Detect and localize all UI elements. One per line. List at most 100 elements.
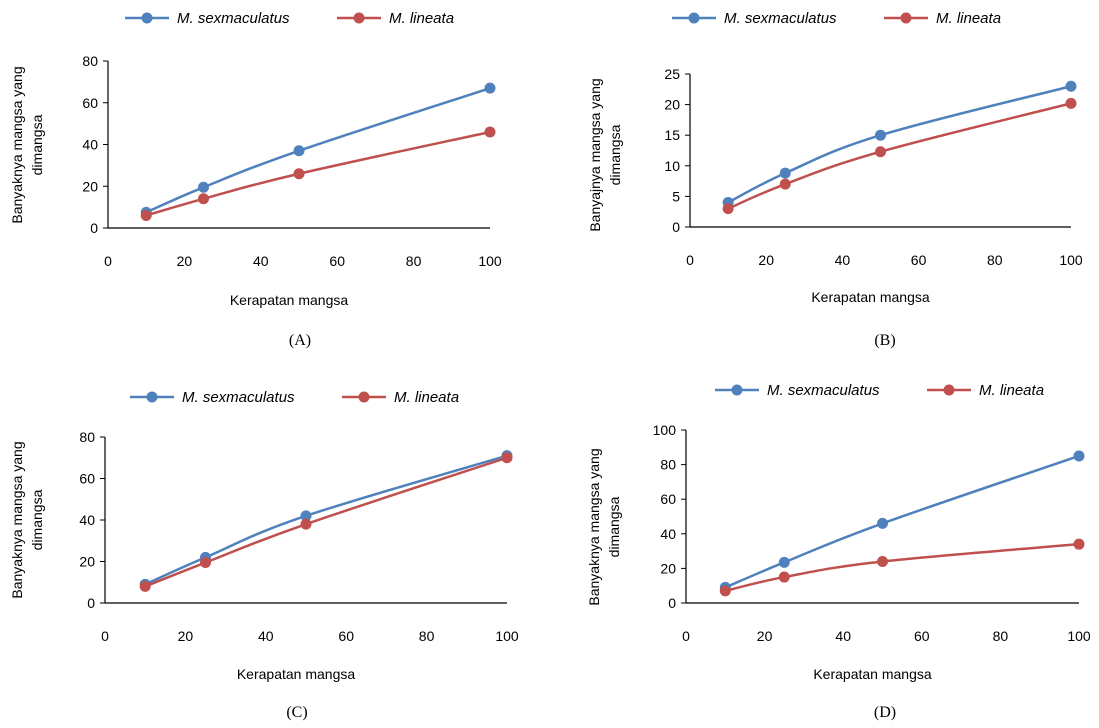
y-axis-title-line: dimangsa [29, 489, 45, 550]
panel-label: (D) [874, 704, 896, 721]
x-tick-label: 80 [993, 628, 1009, 644]
data-point-1 [484, 126, 496, 138]
x-tick-label: 40 [258, 628, 274, 644]
data-point-0 [875, 129, 886, 141]
data-point-0 [1073, 450, 1085, 462]
y-tick-label: 80 [79, 429, 95, 445]
y-tick-label: 60 [82, 95, 98, 111]
y-tick-label: 10 [664, 158, 680, 174]
series-line-1 [725, 542, 1080, 593]
y-tick-label: 100 [653, 422, 677, 438]
y-tick-label: 20 [82, 178, 98, 194]
y-tick-label: 25 [664, 66, 680, 82]
y-tick-label: 0 [668, 595, 676, 611]
x-tick-label: 0 [101, 628, 109, 644]
legend-swatch-marker [688, 12, 700, 24]
data-point-1 [875, 146, 886, 158]
y-tick-label: 60 [79, 471, 95, 487]
x-tick-label: 0 [682, 628, 690, 644]
legend-label: M. sexmaculatus [767, 382, 880, 399]
x-tick-label: 60 [329, 253, 345, 269]
x-tick-label: 40 [253, 253, 269, 269]
panel-label: (C) [286, 704, 307, 721]
data-point-1 [877, 555, 888, 567]
legend-item-1: M. lineata [884, 10, 1001, 27]
legend-label: M. sexmaculatus [177, 10, 290, 27]
legend-swatch-marker [353, 12, 365, 24]
y-axis-title-line: dimangsa [29, 114, 45, 175]
legend-swatch-marker [358, 391, 370, 403]
legend-label: M. lineata [979, 382, 1044, 399]
y-axis-title-line: dimangsa [606, 496, 622, 557]
y-axis-title: Banyaknya mangsa yang dimangsa [586, 448, 622, 605]
y-tick-label: 60 [660, 491, 676, 507]
series-line-1 [145, 130, 491, 217]
chart-panel-c: 0 20 40 60 80 0 20 40 60 80 100 Kerapatan mangsa Ban… [9, 389, 519, 721]
series-line-0 [724, 454, 1080, 589]
y-axis-title: Banyaknya mangsa yang dimangsa [9, 441, 45, 598]
legend-swatch-marker [146, 391, 158, 403]
x-axis-title: Kerapatan mangsa [811, 289, 930, 305]
y-tick-label: 40 [660, 526, 676, 542]
data-point-1 [719, 585, 731, 597]
x-tick-label: 20 [757, 628, 773, 644]
data-point-0 [779, 167, 791, 179]
legend-item-0: M. sexmaculatus [130, 389, 295, 406]
series-line-0 [145, 86, 491, 214]
legend-item-0: M. sexmaculatus [125, 10, 290, 27]
y-tick-label: 0 [90, 220, 98, 236]
y-axis-title-line: dimangsa [607, 124, 623, 185]
data-point-0 [484, 82, 496, 94]
x-tick-label: 40 [835, 252, 851, 268]
x-tick-label: 100 [478, 253, 502, 269]
x-tick-label: 80 [419, 628, 435, 644]
x-tick-label: 100 [495, 628, 519, 644]
chart-panel-b: 0 5 10 15 20 25 0 20 40 60 80 100 Kerapatan mangsa Ba… [587, 10, 1083, 349]
data-point-1 [778, 571, 790, 583]
x-tick-label: 80 [406, 253, 422, 269]
data-point-1 [140, 209, 152, 221]
x-axis-title: Kerapatan mangsa [237, 666, 356, 682]
legend-item-1: M. lineata [337, 10, 454, 27]
legend-swatch-marker [731, 384, 743, 396]
legend-item-1: M. lineata [927, 382, 1044, 399]
data-point-0 [877, 517, 888, 529]
legend-swatch-marker [943, 384, 955, 396]
data-point-1 [200, 557, 211, 569]
chart-panel-a: 0 20 40 60 80 0 20 40 60 80 100 Kerapatan mangsa Ban… [9, 10, 502, 349]
y-tick-label: 5 [672, 188, 680, 204]
legend-item-1: M. lineata [342, 389, 459, 406]
legend-label: M. sexmaculatus [724, 10, 837, 27]
x-tick-label: 100 [1067, 628, 1091, 644]
legend-swatch-marker [141, 12, 153, 24]
y-tick-label: 40 [82, 137, 98, 153]
x-tick-label: 40 [835, 628, 851, 644]
x-axis-title: Kerapatan mangsa [813, 666, 932, 682]
legend-label: M. sexmaculatus [182, 389, 295, 406]
data-point-1 [300, 518, 312, 530]
series-line-0 [727, 85, 1072, 204]
y-tick-label: 20 [79, 554, 95, 570]
x-tick-label: 20 [177, 253, 193, 269]
y-axis-title-line: Banyaknya mangsa yang [9, 441, 25, 598]
y-axis-title: Banyajnya mangsa yang dimangsa [587, 78, 623, 231]
data-point-0 [198, 181, 209, 193]
y-axis-title: Banyaknya mangsa yang dimangsa [9, 66, 45, 223]
x-tick-label: 20 [758, 252, 774, 268]
series-line-1 [727, 102, 1072, 210]
chart-panel-d: 0 20 40 60 80 100 0 20 40 60 80 100 Kerapatan mangsa… [586, 382, 1091, 721]
x-tick-label: 100 [1059, 252, 1083, 268]
x-tick-label: 60 [914, 628, 930, 644]
y-tick-label: 15 [664, 127, 680, 143]
legend-label: M. lineata [936, 10, 1001, 27]
data-point-1 [293, 168, 305, 180]
data-point-0 [300, 510, 312, 522]
y-axis-title-line: Banyajnya mangsa yang [587, 78, 603, 231]
data-point-1 [722, 203, 734, 215]
legend-label: M. lineata [389, 10, 454, 27]
x-tick-label: 60 [911, 252, 927, 268]
x-tick-label: 0 [104, 253, 112, 269]
y-tick-label: 20 [664, 97, 680, 113]
series-line-1 [144, 456, 508, 588]
legend-item-0: M. sexmaculatus [672, 10, 837, 27]
